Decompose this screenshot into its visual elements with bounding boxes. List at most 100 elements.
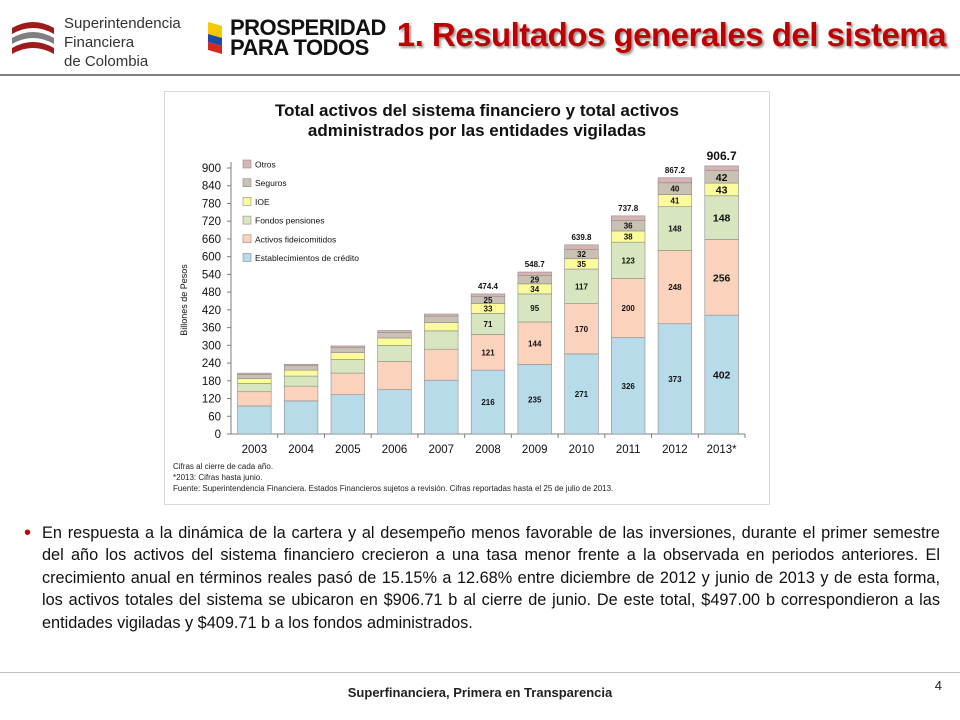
- bar-data-label: 148: [713, 213, 731, 225]
- y-tick-label: 720: [202, 216, 221, 228]
- bar-segment: [283, 365, 319, 371]
- org-name-line2: Financiera: [64, 34, 135, 51]
- footer-tagline: Superfinanciera, Primera en Transparenci…: [347, 685, 613, 700]
- bar-segment: [470, 293, 506, 297]
- x-tick-label: 2009: [522, 444, 548, 456]
- bar-segment: [424, 315, 459, 323]
- bar-data-label: 33: [484, 305, 493, 314]
- bar-segment: [657, 177, 693, 184]
- x-tick-label: 2008: [475, 444, 501, 456]
- y-tick-label: 540: [202, 269, 221, 281]
- y-tick-label: 900: [202, 163, 221, 175]
- legend-swatch: [242, 197, 252, 206]
- legend-label: Fondos pensiones: [255, 216, 324, 226]
- bar-segment: [330, 394, 365, 435]
- bar-segment: [237, 378, 272, 384]
- superintendencia-logo: Superintendencia Financiera de Colombia: [8, 10, 188, 71]
- y-tick-label: 660: [202, 234, 221, 246]
- bar-data-label: 25: [484, 296, 493, 305]
- y-tick-label: 60: [208, 411, 221, 423]
- bar-segment: [377, 389, 412, 435]
- x-tick-label: 2006: [382, 444, 408, 456]
- bar-segment: [330, 372, 365, 395]
- bar-data-label: 373: [668, 375, 682, 384]
- page-number: 4: [934, 678, 942, 693]
- bar-segment: [237, 383, 272, 393]
- bar-segment: [237, 374, 272, 379]
- bar-segment: [377, 330, 412, 333]
- y-tick-label: 240: [202, 358, 221, 370]
- bar-data-label: 29: [530, 276, 539, 285]
- bar-data-label: 200: [622, 304, 636, 313]
- bar-segment: [237, 372, 272, 375]
- y-tick-label: 300: [202, 340, 221, 352]
- slide-header: Superintendencia Financiera de Colombia …: [0, 0, 960, 76]
- x-tick-label: 2005: [335, 444, 361, 456]
- bar-segment: [564, 353, 599, 435]
- chart-title-line2: administrados por las entidades vigilada…: [308, 121, 646, 140]
- bar-segment: [470, 369, 506, 435]
- chart-title-line1: Total activos del sistema financiero y t…: [275, 101, 679, 120]
- bar-segment: [424, 379, 459, 435]
- bar-data-label: 35: [577, 260, 586, 269]
- bar-total-label: 548.7: [525, 260, 546, 269]
- bar-segment: [517, 364, 552, 435]
- bar-data-label: 123: [622, 256, 636, 265]
- chart-note-1: Cifras al cierre de cada año.: [173, 462, 274, 471]
- bar-segment: [657, 250, 693, 325]
- bar-segment: [704, 165, 739, 171]
- bar-segment: [424, 348, 459, 381]
- bar-segment: [611, 215, 646, 221]
- bar-data-label: 34: [530, 285, 539, 294]
- colombia-flag-icon: [208, 22, 222, 54]
- bar-segment: [330, 345, 365, 348]
- bar-segment: [330, 359, 365, 374]
- x-tick-label: 2004: [288, 444, 314, 456]
- bar-segment: [237, 391, 272, 407]
- y-tick-label: 0: [215, 429, 221, 441]
- bar-segment: [377, 337, 412, 346]
- y-tick-label: 360: [202, 323, 221, 335]
- x-tick-label: 2003: [242, 444, 268, 456]
- y-tick-label: 480: [202, 287, 221, 299]
- prosperidad-wordmark: PROSPERIDAD PARA TODOS: [230, 17, 386, 59]
- bar-segment: [564, 303, 599, 355]
- bar-segment: [657, 323, 693, 435]
- bar-segment: [283, 400, 319, 435]
- y-axis-label: Billones de Pesos: [179, 264, 189, 336]
- legend-swatch: [242, 234, 252, 244]
- bar-segment: [330, 352, 365, 360]
- x-tick-label: 2012: [662, 444, 688, 456]
- y-tick-label: 120: [202, 394, 221, 406]
- superintendencia-wordmark: Superintendencia Financiera de Colombia: [64, 14, 181, 71]
- bar-segment: [237, 405, 272, 435]
- bar-data-label: 216: [481, 398, 495, 407]
- bullet-marker: •: [24, 522, 32, 544]
- bar-data-label: 248: [668, 283, 682, 292]
- legend-swatch: [242, 159, 252, 169]
- chart-source-note: Fuente: Superintendencia Financiera. Est…: [173, 484, 614, 493]
- bar-data-label: 71: [484, 320, 493, 329]
- bar-segment: [377, 345, 412, 362]
- bar-segment: [704, 195, 739, 240]
- bar-segment: [377, 361, 412, 390]
- bar-segment: [283, 363, 319, 367]
- slide-title: 1. Resultados generales del sistema: [396, 16, 947, 53]
- bar-data-label: 235: [528, 395, 542, 404]
- bar-total-label: 639.8: [571, 233, 592, 242]
- y-tick-label: 180: [202, 376, 221, 388]
- org-name-line1: Superintendencia: [64, 15, 181, 32]
- bar-total-label: 867.2: [665, 166, 686, 175]
- bar-data-label: 144: [528, 339, 542, 348]
- y-tick-label: 840: [202, 181, 221, 193]
- bar-data-label: 32: [577, 250, 586, 259]
- bar-data-label: 170: [575, 325, 589, 334]
- prosperidad-logo: PROSPERIDAD PARA TODOS: [206, 17, 386, 62]
- bar-segment: [377, 332, 412, 339]
- bar-segment: [424, 313, 459, 317]
- bar-total-label: 474.4: [478, 282, 499, 291]
- bar-segment: [330, 347, 365, 353]
- bar-segment: [424, 330, 459, 350]
- bar-segment: [657, 206, 693, 251]
- bar-data-label: 121: [481, 348, 495, 357]
